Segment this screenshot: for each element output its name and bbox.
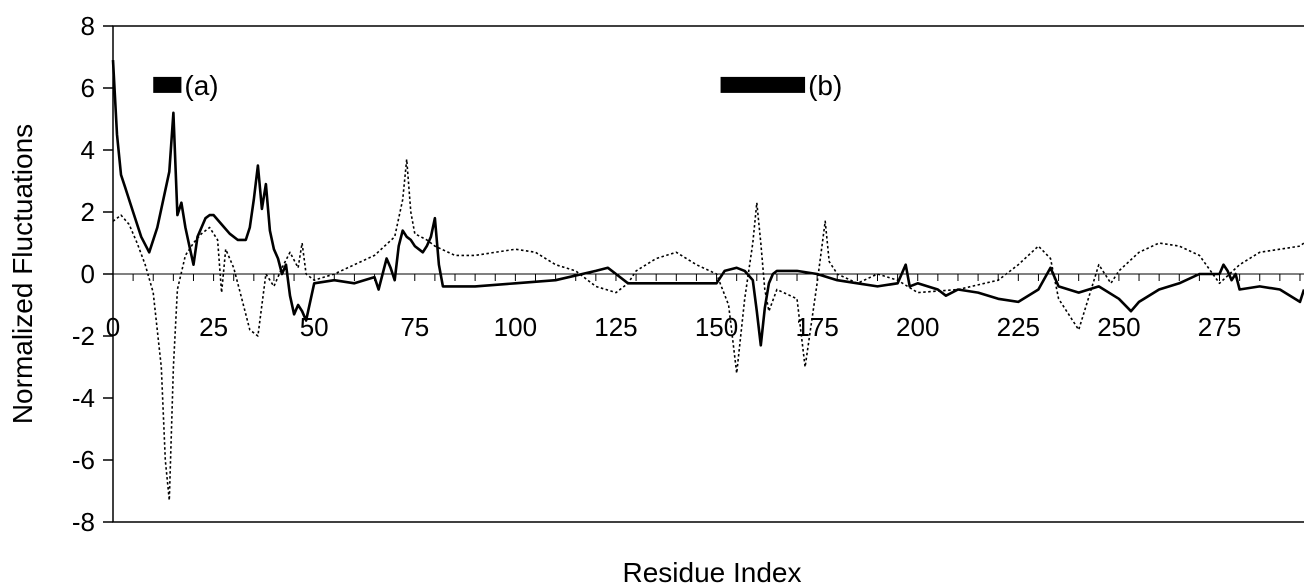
y-tick-label: 4	[81, 135, 95, 165]
x-tick-label: 125	[594, 312, 637, 342]
y-tick-label: 0	[81, 259, 95, 289]
annotation-label: (a)	[184, 70, 218, 101]
x-tick-label: 75	[400, 312, 429, 342]
x-tick-label: 25	[199, 312, 228, 342]
x-axis-title: Residue Index	[622, 557, 801, 586]
x-tick-label: 225	[997, 312, 1040, 342]
x-tick-label: 250	[1097, 312, 1140, 342]
annotation-bar	[720, 76, 806, 93]
annotation-label: (b)	[808, 70, 842, 101]
y-tick-label: 6	[81, 73, 95, 103]
y-axis-title: Normalized Fluctuations	[7, 124, 38, 424]
y-tick-label: -6	[72, 445, 95, 475]
x-tick-label: 0	[106, 312, 120, 342]
y-tick-label: -8	[72, 507, 95, 537]
y-tick-label: 8	[81, 11, 95, 41]
series-dotted-line	[112, 158, 1304, 502]
y-tick-label: -4	[72, 383, 95, 413]
series-solid-line	[111, 60, 1304, 347]
x-tick-label: 200	[896, 312, 939, 342]
annotation-bar	[153, 76, 182, 93]
annotations: (a) (b)	[153, 70, 842, 101]
y-tick-label: -2	[72, 321, 95, 351]
x-tick-label: 175	[795, 312, 838, 342]
x-tick-label: 100	[494, 312, 537, 342]
y-tick-label: 2	[81, 197, 95, 227]
series-layer	[111, 60, 1304, 502]
x-tick-label: 275	[1198, 312, 1241, 342]
